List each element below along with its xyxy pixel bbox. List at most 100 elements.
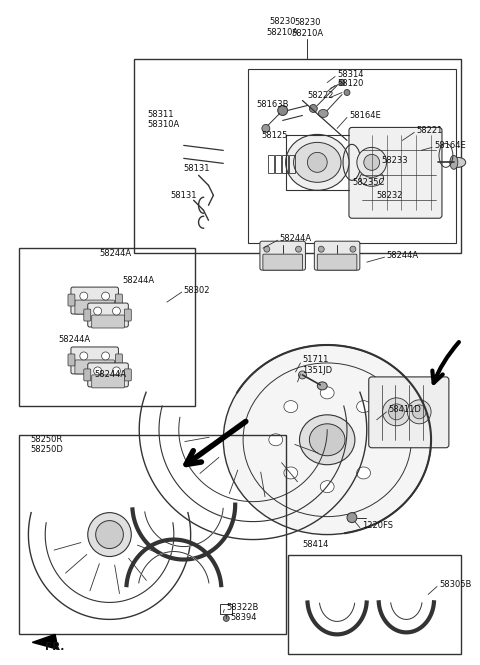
Ellipse shape [310, 104, 317, 112]
Text: 58310A: 58310A [147, 120, 180, 129]
Ellipse shape [357, 467, 371, 479]
Text: 58414: 58414 [302, 540, 328, 549]
FancyBboxPatch shape [75, 360, 114, 374]
Ellipse shape [388, 404, 404, 420]
Ellipse shape [360, 170, 384, 186]
Text: 58250R: 58250R [30, 436, 62, 444]
Ellipse shape [372, 434, 385, 446]
Ellipse shape [80, 352, 88, 360]
Text: 58244A: 58244A [95, 370, 127, 380]
Bar [288, 555, 461, 654]
Ellipse shape [383, 398, 410, 426]
Text: 1351JD: 1351JD [302, 366, 333, 376]
FancyBboxPatch shape [88, 363, 128, 387]
Ellipse shape [408, 400, 431, 424]
FancyBboxPatch shape [349, 128, 442, 218]
Ellipse shape [296, 246, 301, 252]
Text: 58131: 58131 [184, 164, 210, 173]
Text: 58235C: 58235C [352, 178, 384, 187]
Text: 58302: 58302 [184, 285, 210, 295]
Text: 58244A: 58244A [386, 251, 419, 259]
Ellipse shape [102, 292, 109, 300]
Text: 58244A: 58244A [280, 233, 312, 243]
Bar [19, 248, 194, 406]
Text: 58163B: 58163B [256, 100, 288, 109]
FancyBboxPatch shape [84, 309, 91, 321]
Ellipse shape [112, 367, 120, 375]
Ellipse shape [112, 307, 120, 315]
Ellipse shape [284, 467, 298, 479]
Text: FR.: FR. [45, 642, 65, 652]
Ellipse shape [299, 371, 306, 379]
Bar [268, 156, 274, 174]
FancyBboxPatch shape [68, 354, 75, 366]
Bar [220, 604, 232, 614]
Ellipse shape [88, 513, 132, 557]
Ellipse shape [269, 434, 283, 446]
Text: 58411D: 58411D [388, 406, 421, 414]
Text: 51711: 51711 [302, 356, 329, 364]
Bar [288, 156, 295, 174]
FancyBboxPatch shape [369, 377, 449, 448]
Ellipse shape [318, 246, 324, 252]
FancyBboxPatch shape [116, 294, 122, 306]
Ellipse shape [102, 352, 109, 360]
Text: 58305B: 58305B [439, 580, 471, 589]
FancyBboxPatch shape [68, 294, 75, 306]
Ellipse shape [357, 148, 386, 178]
Ellipse shape [294, 142, 341, 182]
Bar [19, 435, 286, 634]
Text: 58232: 58232 [377, 191, 403, 200]
Bar [248, 68, 456, 243]
FancyBboxPatch shape [92, 315, 124, 328]
Ellipse shape [450, 156, 458, 170]
Text: 58230: 58230 [269, 17, 296, 26]
Text: 1220FS: 1220FS [362, 521, 393, 530]
Ellipse shape [94, 367, 102, 375]
FancyBboxPatch shape [124, 369, 132, 381]
Ellipse shape [318, 110, 328, 118]
FancyBboxPatch shape [92, 375, 124, 388]
Text: 58120: 58120 [337, 79, 363, 88]
Ellipse shape [450, 158, 466, 168]
Text: 58233: 58233 [382, 156, 408, 165]
Ellipse shape [347, 513, 357, 523]
Ellipse shape [284, 400, 298, 412]
Text: 58222: 58222 [307, 91, 334, 100]
Ellipse shape [317, 382, 327, 390]
Text: 58210A: 58210A [266, 28, 299, 37]
FancyBboxPatch shape [314, 241, 360, 270]
Ellipse shape [310, 424, 345, 456]
Bar [275, 156, 281, 174]
Bar [134, 59, 461, 253]
Ellipse shape [320, 387, 334, 399]
Text: 58210A: 58210A [291, 29, 324, 38]
Text: 58322B: 58322B [226, 603, 259, 612]
FancyBboxPatch shape [260, 241, 305, 270]
Ellipse shape [96, 521, 123, 549]
Text: 58164E: 58164E [349, 111, 381, 120]
FancyBboxPatch shape [88, 303, 128, 327]
FancyBboxPatch shape [116, 354, 122, 366]
Text: 58244A: 58244A [100, 249, 132, 257]
FancyBboxPatch shape [75, 300, 114, 314]
Text: 58221: 58221 [416, 126, 443, 135]
FancyBboxPatch shape [71, 287, 119, 314]
Ellipse shape [307, 152, 327, 172]
Ellipse shape [320, 481, 334, 493]
Ellipse shape [94, 307, 102, 315]
Text: 58164E: 58164E [434, 141, 466, 150]
FancyBboxPatch shape [84, 369, 91, 381]
Ellipse shape [350, 246, 356, 252]
FancyBboxPatch shape [71, 347, 119, 374]
Ellipse shape [264, 246, 270, 252]
Ellipse shape [223, 345, 431, 535]
Ellipse shape [364, 154, 380, 170]
Ellipse shape [300, 415, 355, 465]
Ellipse shape [286, 134, 349, 190]
Text: 58230: 58230 [294, 18, 321, 27]
Ellipse shape [412, 405, 426, 419]
Text: 58131: 58131 [171, 191, 197, 200]
Text: 58250D: 58250D [30, 446, 63, 454]
Text: 58125: 58125 [261, 131, 288, 140]
